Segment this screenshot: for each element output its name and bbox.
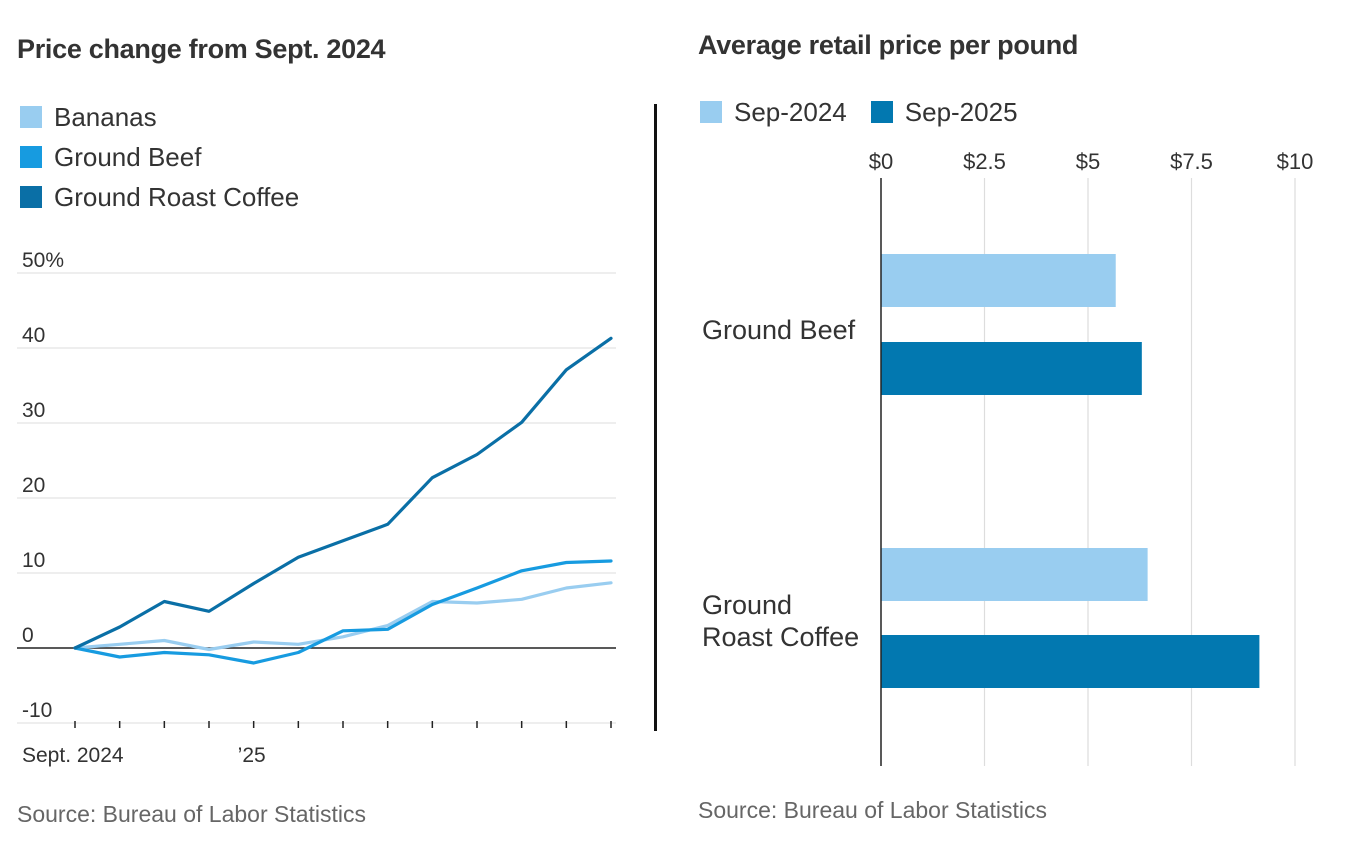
legend-label-ground-beef: Ground Beef bbox=[54, 141, 202, 172]
legend-swatch-bananas bbox=[20, 106, 42, 128]
series-line-bananas bbox=[73, 581, 613, 652]
y-tick-label: 0 bbox=[22, 624, 34, 647]
legend-label-sep-2025: Sep-2025 bbox=[904, 96, 1018, 127]
x-tick-label: $0 bbox=[869, 149, 893, 174]
bar-chart-title: Average retail price per pound bbox=[698, 30, 1079, 60]
y-tick-label: 40 bbox=[22, 324, 45, 347]
bar-ground-roast-coffee-sep-2025 bbox=[881, 635, 1260, 688]
series-line-ground-roast-coffee bbox=[73, 336, 613, 650]
legend-item-bananas: Bananas bbox=[20, 97, 299, 137]
bar-ground-beef-sep-2025 bbox=[881, 342, 1142, 395]
y-tick-label: -10 bbox=[22, 699, 52, 722]
category-label: Ground Beef bbox=[702, 315, 856, 345]
x-tick-label: $2.5 bbox=[963, 149, 1006, 174]
legend-swatch-sep-2025 bbox=[870, 101, 893, 123]
x-tick-label: $10 bbox=[1277, 149, 1314, 174]
legend-item-ground-roast-coffee: Ground Roast Coffee bbox=[20, 177, 299, 217]
x-tick-label: $7.5 bbox=[1170, 149, 1213, 174]
category-label: Ground bbox=[702, 590, 792, 620]
series-line-ground-beef bbox=[73, 559, 613, 665]
line-chart: 50% 40 30 20 10 0 -10 Sept. 2024 ’25 bbox=[17, 249, 616, 767]
legend-swatch-ground-beef bbox=[20, 146, 42, 168]
y-tick-label: 20 bbox=[22, 474, 45, 497]
line-chart-source: Source: Bureau of Labor Statistics bbox=[17, 801, 367, 827]
bar-ground-beef-sep-2024 bbox=[881, 254, 1116, 307]
legend-label-bananas: Bananas bbox=[54, 101, 157, 132]
bar-ground-roast-coffee-sep-2024 bbox=[881, 548, 1148, 601]
legend-item-sep-2024: Sep-2024 bbox=[700, 92, 847, 132]
bar-chart-source: Source: Bureau of Labor Statistics bbox=[698, 797, 1048, 823]
legend-item-ground-beef: Ground Beef bbox=[20, 137, 299, 177]
legend-swatch-ground-roast-coffee bbox=[20, 186, 42, 208]
legend-label-sep-2024: Sep-2024 bbox=[734, 96, 847, 127]
category-label: Roast Coffee bbox=[702, 622, 859, 652]
legend-swatch-sep-2024 bbox=[700, 101, 722, 123]
y-tick-label: 50% bbox=[22, 249, 64, 272]
y-tick-label: 30 bbox=[22, 399, 45, 422]
x-tick-label: ’25 bbox=[238, 744, 266, 767]
y-tick-label: 10 bbox=[22, 549, 45, 572]
x-tick-label: Sept. 2024 bbox=[22, 744, 124, 767]
legend-item-sep-2025: Sep-2025 bbox=[870, 92, 1018, 132]
chart-divider bbox=[654, 104, 657, 731]
legend-label-ground-roast-coffee: Ground Roast Coffee bbox=[54, 181, 300, 212]
x-tick-label: $5 bbox=[1076, 149, 1100, 174]
line-chart-legend: Bananas Ground Beef Ground Roast Coffee bbox=[20, 97, 299, 217]
line-chart-title: Price change from Sept. 2024 bbox=[17, 34, 386, 64]
bar-chart-legend: Sep-2024 Sep-2025 bbox=[700, 92, 1042, 132]
